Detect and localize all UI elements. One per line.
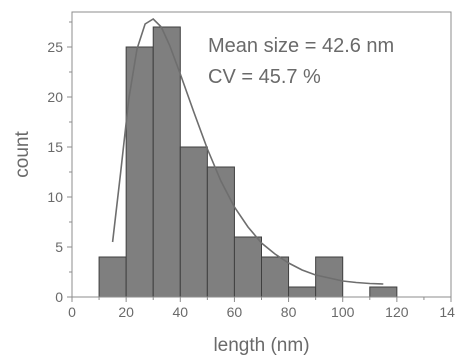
x-tick-label: 40	[172, 304, 188, 320]
y-axis-label: count	[12, 131, 33, 178]
fit-curve-layer	[111, 17, 384, 285]
x-tick-label: 0	[68, 304, 76, 320]
histogram-bar	[152, 26, 181, 298]
histogram-bar	[288, 286, 317, 298]
x-tick-label: 20	[118, 304, 134, 320]
y-tick-label: 20	[47, 89, 63, 105]
y-tick-label: 25	[47, 39, 63, 55]
histogram-bar	[179, 146, 208, 298]
x-tick-label: 60	[227, 304, 243, 320]
histogram-bar	[233, 236, 263, 298]
histogram-bar	[315, 256, 344, 298]
y-tick-label: 10	[47, 189, 63, 205]
annotation-mean-size: Mean size = 42.6 nm	[208, 35, 394, 57]
x-tick-label: 80	[281, 304, 297, 320]
y-tick-label: 15	[47, 139, 63, 155]
ticks-layer: 0 20 40 60 80 100 120 140 0 5 10 15 20 25	[47, 21, 455, 320]
fit-curve	[111, 17, 384, 285]
histogram-bar	[206, 166, 235, 298]
y-tick-label: 5	[55, 239, 63, 255]
x-tick-label: 100	[331, 304, 355, 320]
x-tick-label: 140	[439, 304, 455, 320]
bars-layer	[98, 26, 398, 298]
y-tick-label: 0	[55, 289, 63, 305]
histogram-bar	[261, 256, 290, 298]
x-tick-label: 120	[385, 304, 409, 320]
histogram-bar	[125, 46, 154, 298]
x-axis-label: length (nm)	[213, 335, 309, 356]
annotation-cv: CV = 45.7 %	[208, 66, 321, 88]
histogram-bar	[98, 256, 127, 298]
histogram-bar	[369, 286, 398, 298]
